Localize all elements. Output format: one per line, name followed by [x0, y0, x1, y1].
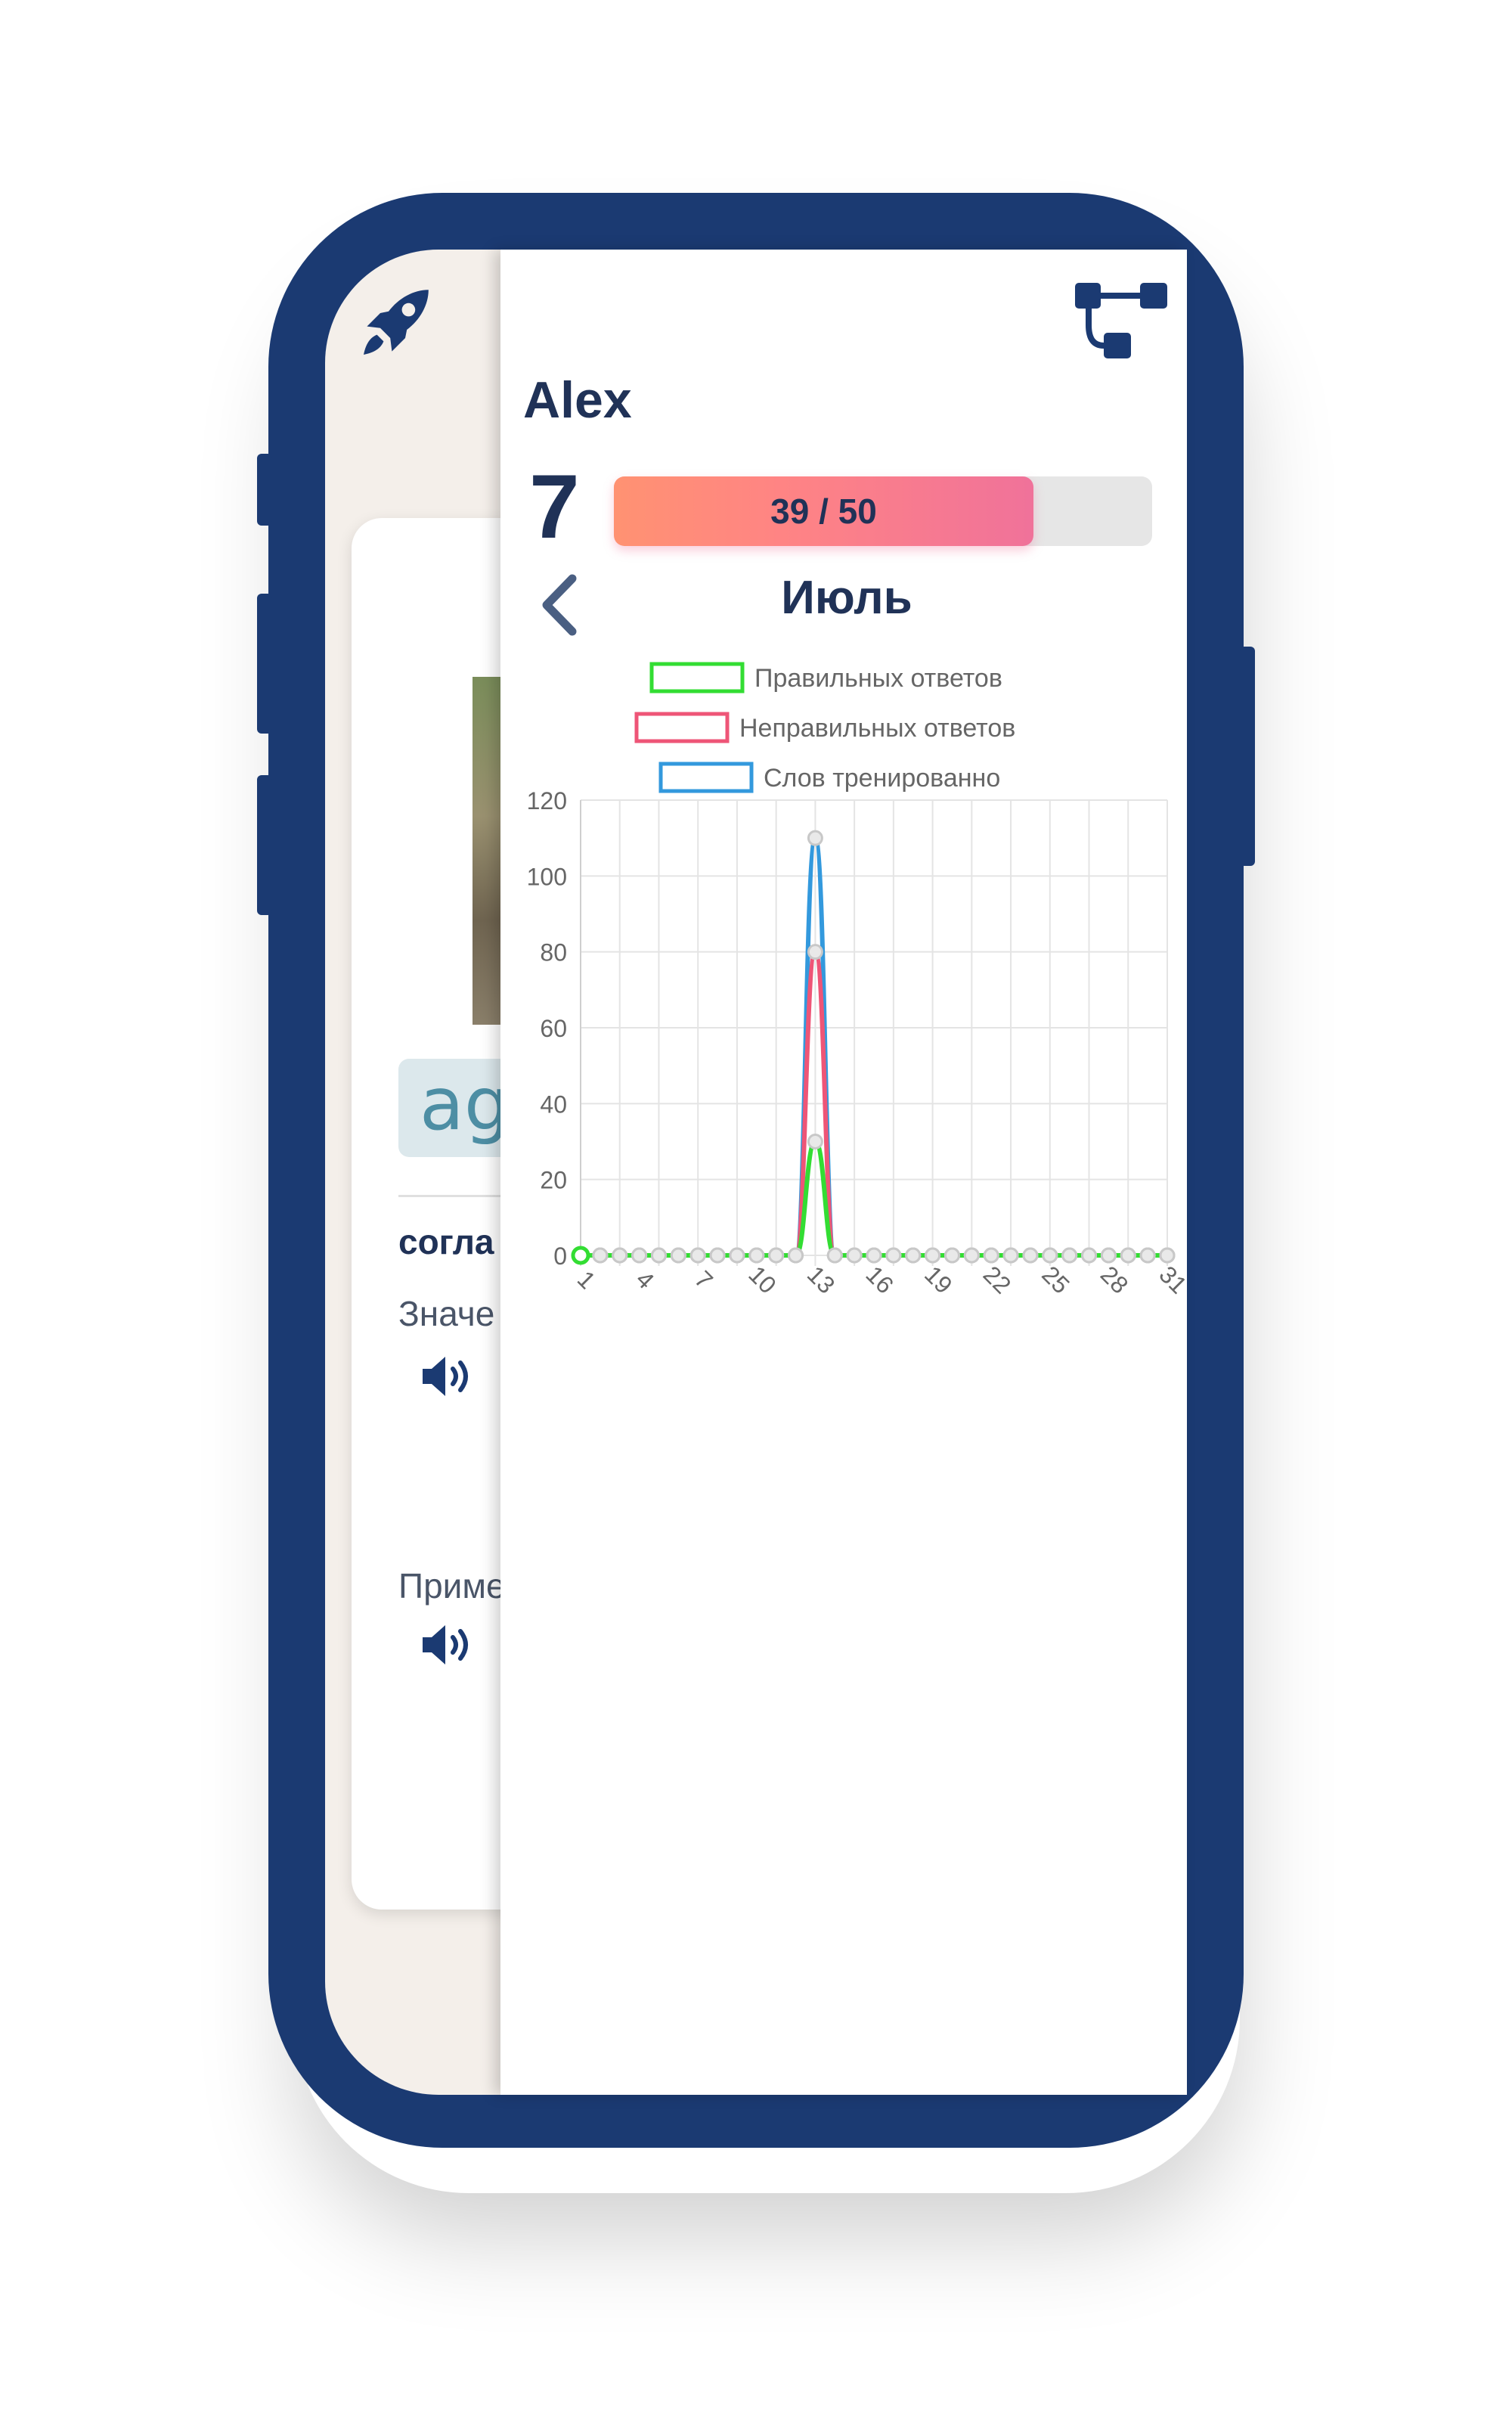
data-point — [1120, 1247, 1136, 1264]
legend-label: Неправильных ответов — [739, 714, 1015, 743]
side-button-mute — [257, 454, 272, 526]
legend-label: Правильных ответов — [754, 664, 1002, 693]
data-point — [1159, 1247, 1176, 1264]
meaning-label: Значе — [398, 1294, 495, 1333]
series-line — [581, 1139, 1167, 1258]
data-point — [846, 1247, 863, 1264]
legend-swatch — [634, 712, 730, 743]
data-point — [670, 1247, 686, 1264]
x-tick-label: 31 — [1154, 1261, 1187, 1299]
data-point — [1042, 1247, 1058, 1264]
data-point-first — [571, 1246, 590, 1265]
data-point — [866, 1247, 882, 1264]
y-tick-label: 100 — [527, 863, 567, 890]
x-tick-label: 22 — [978, 1261, 1017, 1299]
data-point — [925, 1247, 941, 1264]
data-point — [788, 1247, 804, 1264]
activity-chart: Правильных ответов Неправильных ответов Сл… — [527, 662, 1187, 1299]
back-chevron-icon[interactable] — [533, 571, 586, 639]
data-point — [1081, 1247, 1098, 1264]
data-point — [612, 1247, 628, 1264]
data-point — [807, 830, 823, 846]
legend-label: Слов тренированно — [764, 764, 1000, 793]
speaker-icon[interactable] — [420, 1622, 477, 1668]
tree-icon[interactable] — [1072, 280, 1170, 363]
y-tick-label: 40 — [540, 1091, 567, 1118]
side-button-power — [1240, 647, 1255, 866]
user-name: Alex — [523, 371, 632, 429]
data-point — [905, 1247, 922, 1264]
data-point — [1061, 1247, 1078, 1264]
x-tick-label: 13 — [802, 1261, 841, 1299]
translation-text: согла — [398, 1222, 494, 1261]
xp-progress-label: 39 / 50 — [770, 492, 877, 531]
x-tick-label: 4 — [631, 1265, 659, 1294]
x-tick-label: 28 — [1095, 1261, 1134, 1299]
data-point — [1022, 1247, 1039, 1264]
xp-progress-bar: 39 / 50 — [614, 476, 1152, 546]
side-button-volume-up — [257, 594, 272, 734]
legend-swatch — [658, 762, 754, 793]
data-point — [963, 1247, 980, 1264]
legend-swatch — [649, 662, 745, 693]
data-point — [768, 1247, 785, 1264]
y-tick-label: 0 — [553, 1243, 567, 1270]
data-point — [943, 1247, 960, 1264]
rocket-icon[interactable] — [355, 280, 438, 363]
data-point — [1002, 1247, 1019, 1264]
data-point — [592, 1247, 609, 1264]
example-label: Приме — [398, 1566, 506, 1606]
data-point — [983, 1247, 999, 1264]
word-text: ag — [420, 1062, 510, 1146]
speaker-icon[interactable] — [420, 1354, 477, 1399]
data-point — [807, 1134, 823, 1150]
xp-progress-fill — [614, 476, 1034, 546]
data-point — [748, 1247, 765, 1264]
data-point — [709, 1247, 726, 1264]
data-point — [650, 1247, 667, 1264]
data-point — [807, 944, 823, 960]
data-point — [1100, 1247, 1117, 1264]
data-point — [885, 1247, 902, 1264]
x-tick-label: 1 — [572, 1265, 601, 1294]
data-point — [826, 1247, 843, 1264]
y-tick-label: 60 — [540, 1015, 567, 1042]
level-number: 7 — [529, 456, 580, 557]
series-line — [581, 836, 1167, 1258]
data-point — [1139, 1247, 1156, 1264]
data-point — [631, 1247, 648, 1264]
data-point — [689, 1247, 706, 1264]
statistics-panel — [500, 250, 1187, 2095]
x-tick-label: 25 — [1036, 1261, 1075, 1299]
month-title: Июль — [781, 572, 912, 624]
y-tick-label: 80 — [540, 939, 567, 966]
x-tick-label: 7 — [689, 1265, 718, 1294]
side-button-volume-down — [257, 775, 272, 915]
y-tick-label: 120 — [527, 787, 567, 814]
data-point — [729, 1247, 745, 1264]
y-tick-label: 20 — [540, 1167, 567, 1194]
x-tick-label: 19 — [919, 1261, 958, 1299]
x-tick-label: 16 — [860, 1261, 899, 1299]
x-tick-label: 10 — [743, 1261, 782, 1299]
